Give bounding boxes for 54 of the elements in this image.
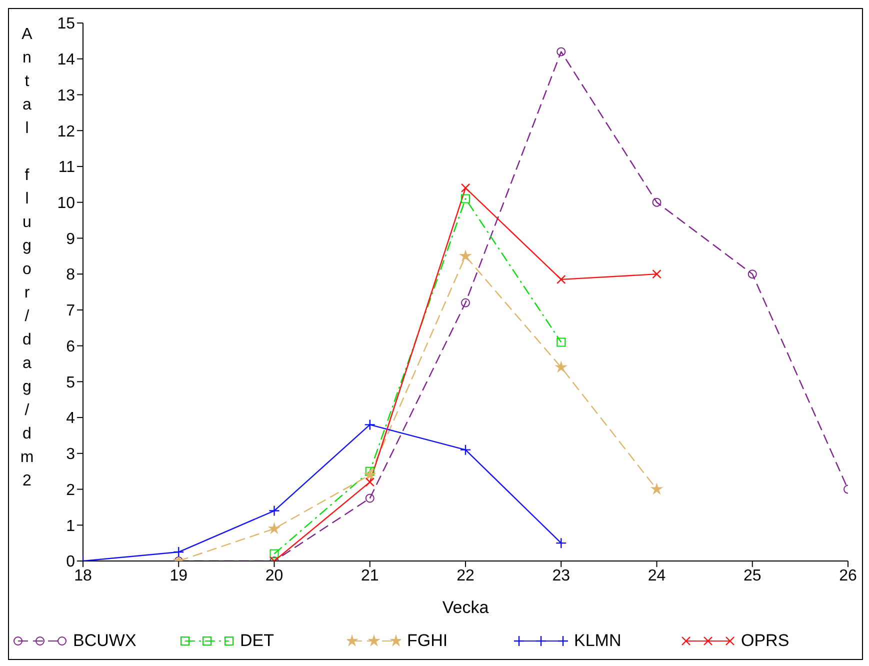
y-tick-label: 4 <box>66 410 76 428</box>
y-tick-label: 14 <box>57 52 76 69</box>
point <box>365 494 374 503</box>
point <box>652 269 662 279</box>
y-tick-label: 13 <box>57 87 76 104</box>
point <box>270 549 279 558</box>
y-tick-label: 10 <box>57 195 76 212</box>
point <box>652 198 662 207</box>
legend-label: BCUWX <box>73 631 136 651</box>
x-tick-label: 25 <box>743 567 762 584</box>
point <box>556 537 567 549</box>
y-tick-label: 5 <box>66 374 76 392</box>
x-tick-label: 26 <box>839 567 857 584</box>
y-tick-label: 8 <box>66 266 76 284</box>
x-tick-label: 23 <box>552 567 570 584</box>
y-tick-label: 2 <box>66 482 76 499</box>
y-tick-label: 3 <box>66 446 76 464</box>
x-tick-label: 24 <box>648 567 666 584</box>
y-tick-label: 9 <box>66 230 76 248</box>
y-tick-label: 6 <box>66 338 76 356</box>
point <box>556 47 566 56</box>
point <box>556 338 566 347</box>
y-tick-label: 1 <box>66 518 76 535</box>
y-tick-label: 0 <box>66 554 76 571</box>
point <box>651 484 662 494</box>
y-tick-label: 12 <box>57 123 76 140</box>
x-tick-label: 18 <box>74 567 92 584</box>
x-tick-label: 21 <box>360 567 379 584</box>
y-tick-label: 7 <box>66 302 76 320</box>
x-tick-label: 20 <box>265 567 284 584</box>
point <box>461 194 470 204</box>
point <box>173 546 184 558</box>
legend-label: KLMN <box>574 631 622 651</box>
point <box>364 469 376 480</box>
point <box>460 250 471 261</box>
text: Antal flugor/dag/dm2 <box>20 26 34 490</box>
point <box>461 298 470 308</box>
x-axis-title: Vecka <box>442 598 490 617</box>
legend-label: FGHI <box>407 631 448 651</box>
point <box>460 444 472 456</box>
x-tick-label: 19 <box>170 567 188 584</box>
point <box>268 523 280 534</box>
point <box>460 183 470 193</box>
point <box>556 362 566 372</box>
legend-label: OPRS <box>741 631 790 651</box>
x-tick-label: 22 <box>456 567 474 584</box>
point <box>748 270 757 279</box>
point <box>556 274 566 284</box>
legend-label: DET <box>240 631 274 651</box>
y-tick-label: 15 <box>57 16 76 33</box>
point <box>365 477 374 487</box>
point <box>364 419 376 430</box>
point <box>268 505 280 516</box>
y-tick-label: 11 <box>58 159 76 176</box>
